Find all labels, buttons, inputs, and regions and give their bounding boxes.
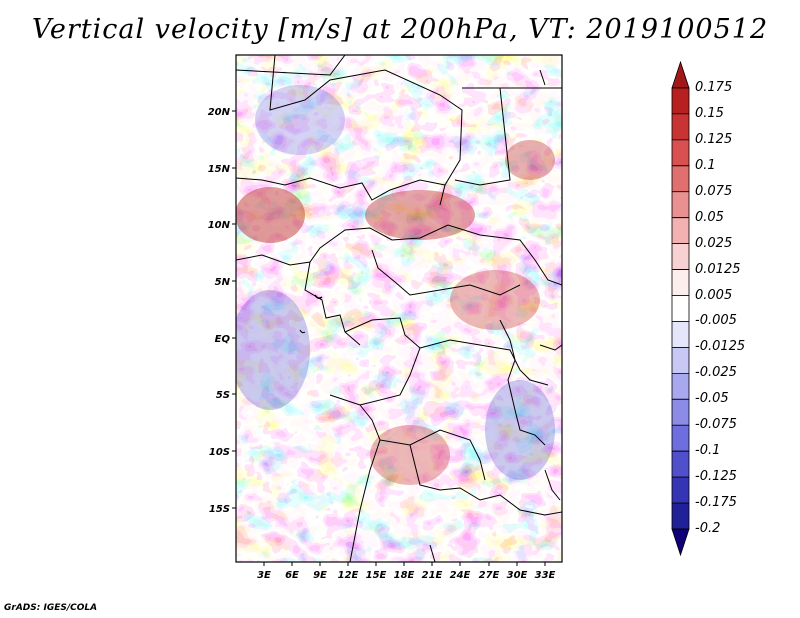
lat-tick-label: 15N [208,164,231,175]
colorbar-swatch [671,113,690,141]
colorbar-swatch [671,165,690,193]
lon-tick-label: 3E [257,570,271,581]
lat-tick-label: 15S [209,504,230,515]
colorbar-label: -0.1 [695,443,721,459]
colorbar-swatch [671,191,690,219]
colorbar-swatch [671,476,690,504]
lon-tick-label: 27E [479,570,500,581]
colorbar-label: -0.075 [695,417,737,433]
colorbar-label: 0.1 [695,157,716,173]
colorbar-label: 0.125 [695,131,733,147]
lat-tick-label: 10N [208,220,231,231]
colorbar-swatch [671,217,690,245]
lon-tick-label: 6E [285,570,299,581]
colorbar-label: -0.125 [695,469,737,485]
colorbar-swatch [671,139,690,167]
colorbar-swatch [671,243,690,270]
lat-tick-label: 5N [215,277,231,288]
colorbar-label: -0.0125 [695,339,746,355]
colorbar-swatch [671,372,690,400]
colorbar-swatch [671,295,690,322]
colorbar-swatch [671,269,690,296]
lon-tick-label: 18E [394,570,415,581]
colorbar-swatch [671,87,690,115]
latitude-axis: 20N 15N 10N 5N EQ 5S 10S 15S [208,107,236,515]
map-title: Vertical velocity [m/s] at 200hPa, VT: 2… [31,14,769,45]
colorbar-label: 0.005 [695,287,733,303]
colorbar-label: -0.05 [695,391,729,407]
colorbar-label: 0.05 [695,209,724,225]
lat-tick-label: 20N [208,107,231,118]
lon-tick-label: 15E [366,570,387,581]
lon-tick-label: 24E [450,570,471,581]
vertical-velocity-field [236,55,562,562]
lon-tick-label: 30E [507,570,528,581]
colorbar-swatch [671,450,690,478]
lon-tick-label: 21E [422,570,443,581]
colorbar-swatch [671,424,690,452]
colorbar-label: -0.005 [695,313,737,329]
lat-tick-label: 10S [209,447,230,458]
colorbar-label: -0.2 [695,521,721,537]
colorbar-swatch [671,398,690,426]
map-frame [235,54,563,563]
longitude-axis: 3E 6E 9E 12E 15E 18E 21E 24E 27E 30E 33E [257,562,556,581]
colorbar-label: 0.175 [695,79,733,95]
lon-tick-label: 33E [535,570,556,581]
colorbar [671,60,690,557]
colorbar-label: 0.0125 [695,261,741,277]
colorbar-label: 0.075 [695,183,733,199]
country-borders [236,55,562,562]
colorbar-swatch [671,502,690,530]
footer-credit: GrADS: IGES/COLA [4,603,98,613]
colorbar-swatch [671,528,690,557]
colorbar-label: 0.15 [695,105,724,121]
colorbar-swatch [671,347,690,374]
lat-tick-label: EQ [215,334,231,345]
lon-tick-label: 12E [338,570,359,581]
colorbar-swatch [671,60,690,89]
colorbar-label: 0.025 [695,235,733,251]
colorbar-label: -0.025 [695,365,737,381]
lon-tick-label: 9E [313,570,327,581]
colorbar-swatch [671,321,690,348]
lat-tick-label: 5S [216,390,230,401]
colorbar-label: -0.175 [695,495,737,511]
